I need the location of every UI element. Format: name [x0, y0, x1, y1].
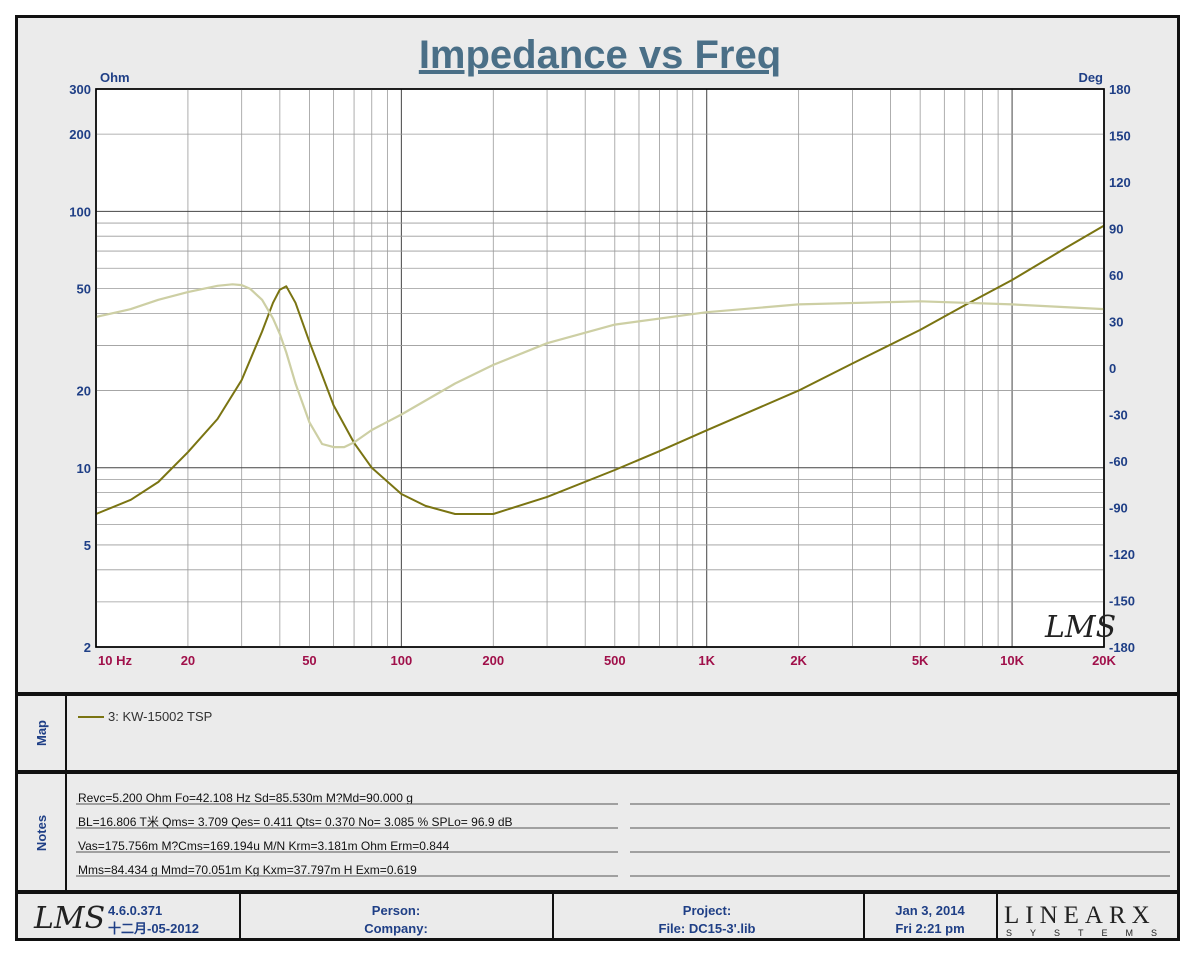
y-tick-label: 200 — [69, 127, 91, 142]
y2-tick-label: 90 — [1109, 222, 1123, 237]
note-line: Vas=175.756m M?Cms=169.194u M/N Krm=3.18… — [78, 839, 450, 853]
x-tick-label: 2K — [790, 653, 807, 668]
y-tick-label: 300 — [69, 82, 91, 97]
y2-tick-label: 120 — [1109, 175, 1131, 190]
lms-watermark: LMS — [1044, 610, 1116, 645]
footer-version: 4.6.0.371 — [108, 903, 162, 918]
linearx-systems-text: SYSTEMS — [1006, 928, 1175, 938]
x-tick-label: 200 — [482, 653, 504, 668]
map-panel-label: Map — [34, 720, 49, 746]
footer-build-date: 十二月-05-2012 — [108, 921, 199, 936]
y2-tick-label: 150 — [1109, 129, 1131, 144]
note-line: BL=16.806 T米 Qms= 3.709 Qes= 0.411 Qts= … — [78, 815, 513, 829]
phase-series-line — [95, 283, 1105, 449]
x-tick-label: 5K — [912, 653, 929, 668]
chart-title: Impedance vs Freq — [419, 33, 781, 77]
notes-lines: Revc=5.200 Ohm Fo=42.108 Hz Sd=85.530m M… — [78, 791, 513, 877]
right-axis-unit: Deg — [1078, 70, 1103, 85]
footer-person-label: Person: — [372, 903, 420, 918]
x-tick-label: 500 — [604, 653, 626, 668]
y2-tick-label: -30 — [1109, 408, 1128, 423]
note-line: Mms=84.434 g Mmd=70.051m Kg Kxm=37.797m … — [78, 863, 417, 877]
y2-tick-label: -120 — [1109, 547, 1135, 562]
y-tick-label: 2 — [84, 640, 91, 655]
series-layer — [95, 224, 1105, 515]
tick-labels: 10 Hz 20 50 100 200 500 1K 2K 5K 10K 20K3002001005… — [69, 82, 1135, 668]
notes-panel-label: Notes — [34, 815, 49, 851]
y-tick-label: 10 — [77, 461, 91, 476]
footer-file-name: File: DC15-3'.lib — [659, 921, 756, 936]
y2-tick-label: -90 — [1109, 501, 1128, 516]
footer-lms-logo: LMS — [33, 901, 105, 936]
x-tick-label: 10K — [1000, 653, 1024, 668]
legend-entry: 3: KW-15002 TSP — [108, 709, 212, 724]
footer-project-label: Project: — [683, 903, 731, 918]
x-tick-label: 10 Hz — [98, 653, 132, 668]
plot-area — [95, 88, 1105, 648]
linearx-logo: LINEARX — [1004, 902, 1156, 929]
x-tick-label: 1K — [698, 653, 715, 668]
impedance-series-line — [95, 224, 1105, 515]
x-tick-label: 100 — [391, 653, 413, 668]
y-tick-label: 50 — [77, 282, 91, 297]
x-tick-label: 50 — [302, 653, 316, 668]
y-tick-label: 100 — [69, 204, 91, 219]
y2-tick-label: -60 — [1109, 454, 1128, 469]
left-axis-unit: Ohm — [100, 70, 130, 85]
footer-time: Fri 2:21 pm — [895, 921, 964, 936]
footer-date: Jan 3, 2014 — [895, 903, 965, 918]
footer-company-label: Company: — [364, 921, 428, 936]
x-tick-label: 20 — [181, 653, 195, 668]
y2-tick-label: -150 — [1109, 594, 1135, 609]
y2-tick-label: 60 — [1109, 268, 1123, 283]
y2-tick-label: 0 — [1109, 361, 1116, 376]
note-line: Revc=5.200 Ohm Fo=42.108 Hz Sd=85.530m M… — [78, 791, 413, 805]
y-tick-label: 5 — [84, 538, 91, 553]
y2-tick-label: 180 — [1109, 82, 1131, 97]
x-tick-label: 20K — [1092, 653, 1116, 668]
y2-tick-label: 30 — [1109, 315, 1123, 330]
y2-tick-label: -180 — [1109, 640, 1135, 655]
y-tick-label: 20 — [77, 384, 91, 399]
